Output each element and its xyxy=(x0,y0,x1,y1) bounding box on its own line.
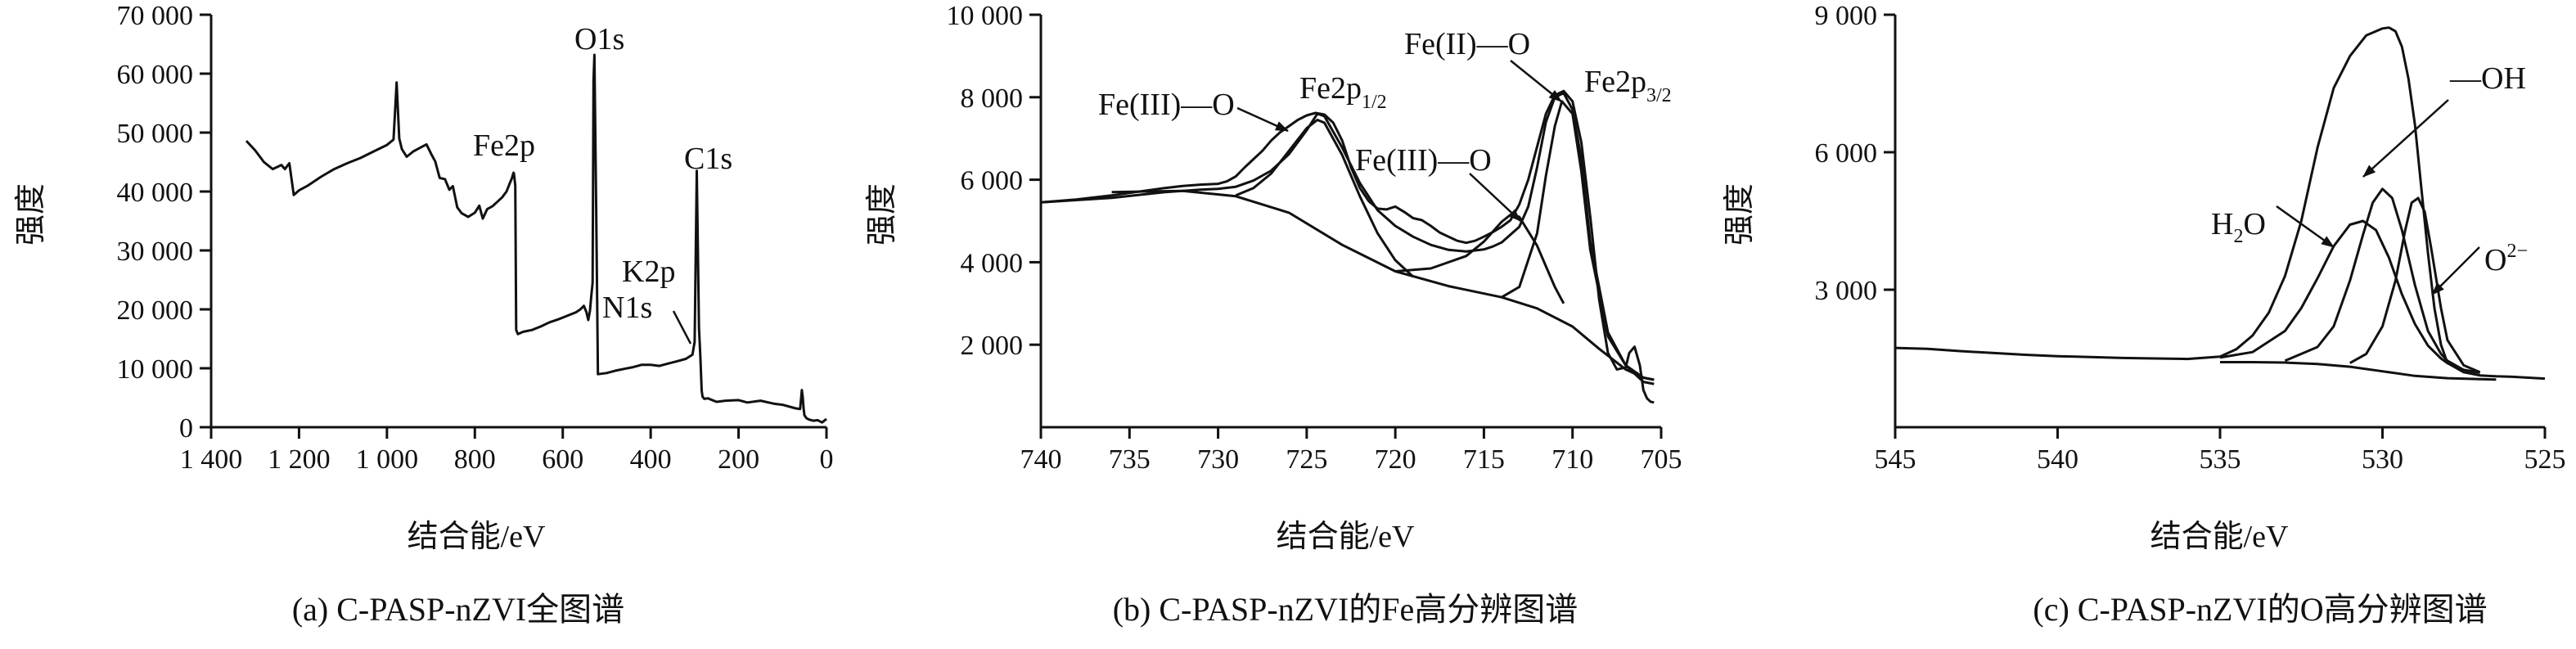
panel-b-y-tick-label: 8 000 xyxy=(961,83,1024,114)
panel-c-series xyxy=(1894,26,2546,381)
panel-a-ticks: 1 400 1 200 1 000 800 600 400 200 0 0 10 000 20 00… xyxy=(117,1,834,475)
panel-a-y-tick-label: 60 000 xyxy=(117,60,194,90)
panel-b-y-tick-label: 2 000 xyxy=(961,331,1024,361)
panel-a-annotation-c1s: C1s xyxy=(684,142,732,176)
panel-c-series-line-2 xyxy=(2284,187,2480,374)
panel-c-annotation-o2: O2− xyxy=(2484,241,2528,277)
panel-b-fe3-o-left-arrow xyxy=(1236,106,1289,133)
panel-a-y-tick-label: 0 xyxy=(179,413,193,444)
panel-a-x-axis-label: 结合能/eV xyxy=(408,520,546,554)
panel-b-annotation-fe2p32: Fe2p3/2 xyxy=(1584,65,1672,106)
panel-b-x-tick-label: 725 xyxy=(1286,444,1327,475)
panel-a-annotation-n1s: N1s xyxy=(602,291,652,325)
panel-c-annotation-h2o: H2O xyxy=(2211,207,2266,247)
panel-b-series-line-0 xyxy=(1040,89,1655,404)
panel-c-x-tick-label: 530 xyxy=(2362,444,2403,475)
panel-c-caption: (c) C-PASP-nZVI的O高分辨图谱 xyxy=(2033,591,2487,628)
panel-b-series-line-5 xyxy=(1501,100,1655,381)
panel-c-y-axis-label: 强度 xyxy=(1723,183,1757,246)
panel-a-y-tick-label: 20 000 xyxy=(117,295,194,326)
panel-a-annotation-o1s: O1s xyxy=(574,22,624,56)
panel-a-y-tick-label: 70 000 xyxy=(117,1,194,31)
panel-c-o2-sup: 2− xyxy=(2506,241,2528,262)
panel-c-x-tick-label: 535 xyxy=(2200,444,2241,475)
panel-c-o2-arrow xyxy=(2431,246,2480,295)
panel-a-x-tick-label: 800 xyxy=(454,444,496,475)
panel-b-annotation-fe2p12: Fe2p1/2 xyxy=(1299,71,1387,113)
panel-a-y-tick-label: 10 000 xyxy=(117,354,194,385)
panel-b-x-tick-label: 715 xyxy=(1463,444,1505,475)
panel-c-series-line-0 xyxy=(1894,26,2546,381)
panel-b-y-tick-label: 10 000 xyxy=(947,1,1024,31)
panel-b-caption: (b) C-PASP-nZVI的Fe高分辨图谱 xyxy=(1113,591,1578,628)
panel-c-oh-arrow xyxy=(2362,99,2449,178)
panel-c-h2o-tail: O xyxy=(2243,207,2265,241)
panel-a-annotation-fe2p: Fe2p xyxy=(473,128,535,163)
panel-c-h2o-sub: 2 xyxy=(2233,226,2243,247)
panel-a-x-tick-label: 1 400 xyxy=(180,444,243,475)
panel-c-x-tick-label: 545 xyxy=(1875,444,1916,475)
panel-c-o2-main: O xyxy=(2484,243,2506,277)
panel-b-annotation-fe3-o-mid: Fe(III)—O xyxy=(1355,143,1492,178)
panel-a-series-line-0 xyxy=(245,53,827,424)
panel-a-annotation-k2p: K2p xyxy=(622,255,675,289)
panel-c-y-tick-label: 9 000 xyxy=(1815,1,1878,31)
panel-a-x-tick-label: 200 xyxy=(718,444,759,475)
panel-a-x-tick-label: 1 200 xyxy=(268,444,331,475)
panel-b-series xyxy=(1040,89,1655,404)
panel-b-x-tick-label: 740 xyxy=(1020,444,1062,475)
panel-b-fe2p32-sub: 3/2 xyxy=(1646,85,1672,106)
panel-a-x-tick-label: 400 xyxy=(630,444,672,475)
panel-b-y-tick-label: 6 000 xyxy=(961,166,1024,196)
panel-b-x-tick-label: 720 xyxy=(1375,444,1416,475)
panel-b-x-tick-label: 705 xyxy=(1641,444,1682,475)
panel-b-fe3-o-mid-arrow xyxy=(1469,173,1521,222)
panel-a: 1 400 1 200 1 000 800 600 400 200 0 0 10 000 20 00… xyxy=(14,1,834,628)
panel-c-x-axis-label: 结合能/eV xyxy=(2150,520,2289,554)
panel-c-series-line-1 xyxy=(2219,219,2480,374)
panel-b-series-line-3 xyxy=(1235,119,1414,278)
panel-a-n1s-leader xyxy=(672,310,692,345)
panel-a-x-tick-label: 0 xyxy=(820,444,834,475)
panel-a-y-tick-label: 40 000 xyxy=(117,178,194,208)
panel-b-annotation-fe2-o: Fe(II)—O xyxy=(1404,27,1530,61)
panel-b: 740 735 730 725 720 715 710 705 2 000 4 000 6 000 8… xyxy=(865,1,1682,628)
panel-c-y-tick-label: 3 000 xyxy=(1815,276,1878,306)
panel-c-annotation-oh: —OH xyxy=(2449,61,2526,96)
panel-c-h2o-arrow xyxy=(2276,205,2335,249)
panel-a-y-axis-label: 强度 xyxy=(14,183,48,246)
panel-b-annotation-fe3-o-left: Fe(III)—O xyxy=(1098,88,1235,122)
panel-a-y-tick-label: 50 000 xyxy=(117,119,194,149)
panel-c-series-line-4 xyxy=(2220,361,2497,381)
panel-b-fe2p12-sub: 1/2 xyxy=(1362,92,1387,113)
panel-a-series xyxy=(245,53,827,424)
panel-b-x-tick-label: 730 xyxy=(1197,444,1239,475)
panel-c-h2o-main: H xyxy=(2211,207,2233,241)
panel-b-ticks: 740 735 730 725 720 715 710 705 2 000 4 000 6 000 8… xyxy=(947,1,1682,475)
panel-b-x-tick-label: 710 xyxy=(1551,444,1593,475)
panel-c-series-line-3 xyxy=(2349,196,2481,374)
panel-c-ticks: 545 540 535 530 525 3 000 6 000 9 000 xyxy=(1815,1,2566,475)
panel-b-x-tick-label: 735 xyxy=(1109,444,1151,475)
panel-b-fe2p32-main: Fe2p xyxy=(1584,65,1646,99)
panel-b-fe2-o-arrow xyxy=(1510,60,1562,102)
panel-a-x-tick-label: 600 xyxy=(542,444,583,475)
panel-a-y-tick-label: 30 000 xyxy=(117,237,194,267)
panel-b-y-tick-label: 4 000 xyxy=(961,248,1024,278)
panel-c-x-tick-label: 525 xyxy=(2524,444,2566,475)
panel-b-y-axis-label: 强度 xyxy=(865,183,899,246)
panel-b-series-line-1 xyxy=(1040,92,1655,385)
panel-b-fe2p12-main: Fe2p xyxy=(1299,71,1362,106)
panel-c-y-tick-label: 6 000 xyxy=(1815,138,1878,169)
panel-b-x-axis-label: 结合能/eV xyxy=(1277,520,1415,554)
panel-b-series-line-2 xyxy=(1111,189,1655,381)
panel-c-x-tick-label: 540 xyxy=(2037,444,2078,475)
panel-c: 545 540 535 530 525 3 000 6 000 9 000 强度 结合能/eV… xyxy=(1723,1,2566,628)
panel-a-caption: (a) C-PASP-nZVI全图谱 xyxy=(292,591,624,628)
panel-a-x-tick-label: 1 000 xyxy=(356,444,419,475)
